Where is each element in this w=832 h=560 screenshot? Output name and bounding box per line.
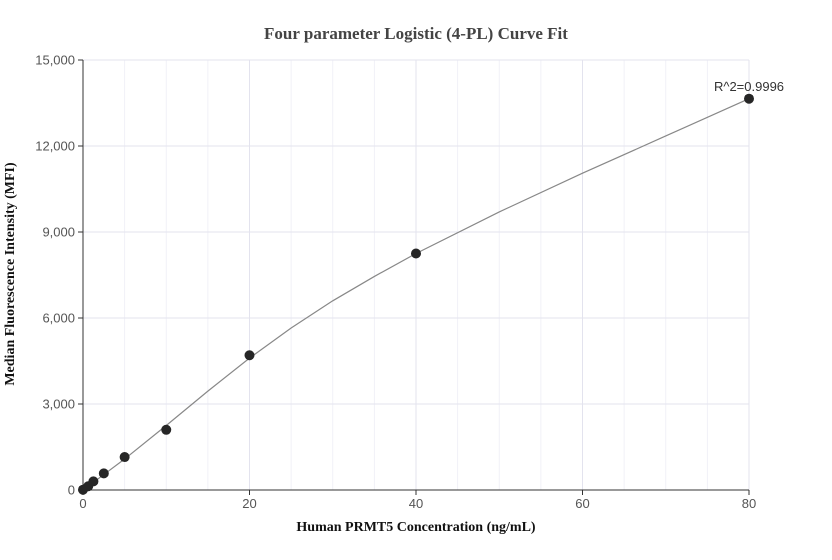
y-tick-label: 15,000 bbox=[35, 53, 75, 68]
data-point bbox=[411, 248, 421, 259]
y-tick-label: 12,000 bbox=[35, 139, 75, 154]
y-tick-label: 0 bbox=[68, 483, 75, 498]
chart-title: Four parameter Logistic (4-PL) Curve Fit bbox=[264, 24, 568, 43]
data-point bbox=[161, 424, 172, 435]
fit-curve-line bbox=[82, 98, 750, 491]
x-tick-label: 0 bbox=[79, 496, 86, 511]
x-tick-label: 40 bbox=[409, 496, 423, 511]
data-point bbox=[98, 468, 109, 479]
y-tick-label: 3,000 bbox=[42, 397, 75, 412]
x-tick-label: 60 bbox=[575, 496, 589, 511]
data-point bbox=[119, 452, 130, 463]
x-tick-label: 20 bbox=[242, 496, 256, 511]
data-point bbox=[244, 350, 255, 361]
grid bbox=[83, 59, 750, 490]
x-axis-title: Human PRMT5 Concentration (ng/mL) bbox=[296, 520, 536, 535]
series bbox=[78, 93, 754, 495]
y-axis-title: Median Fluorescence Intensity (MFI) bbox=[3, 162, 18, 386]
y-tick-label: 9,000 bbox=[42, 225, 75, 240]
r-squared-annotation: R^2=0.9996 bbox=[714, 79, 784, 94]
x-tick-label: 80 bbox=[742, 496, 756, 511]
data-point bbox=[88, 476, 99, 487]
axes: 0 20 40 60 80 0 3,000 6,000 9,000 12,000 15,000 bbox=[35, 53, 756, 512]
data-point bbox=[744, 93, 754, 104]
y-tick-label: 6,000 bbox=[42, 311, 75, 326]
